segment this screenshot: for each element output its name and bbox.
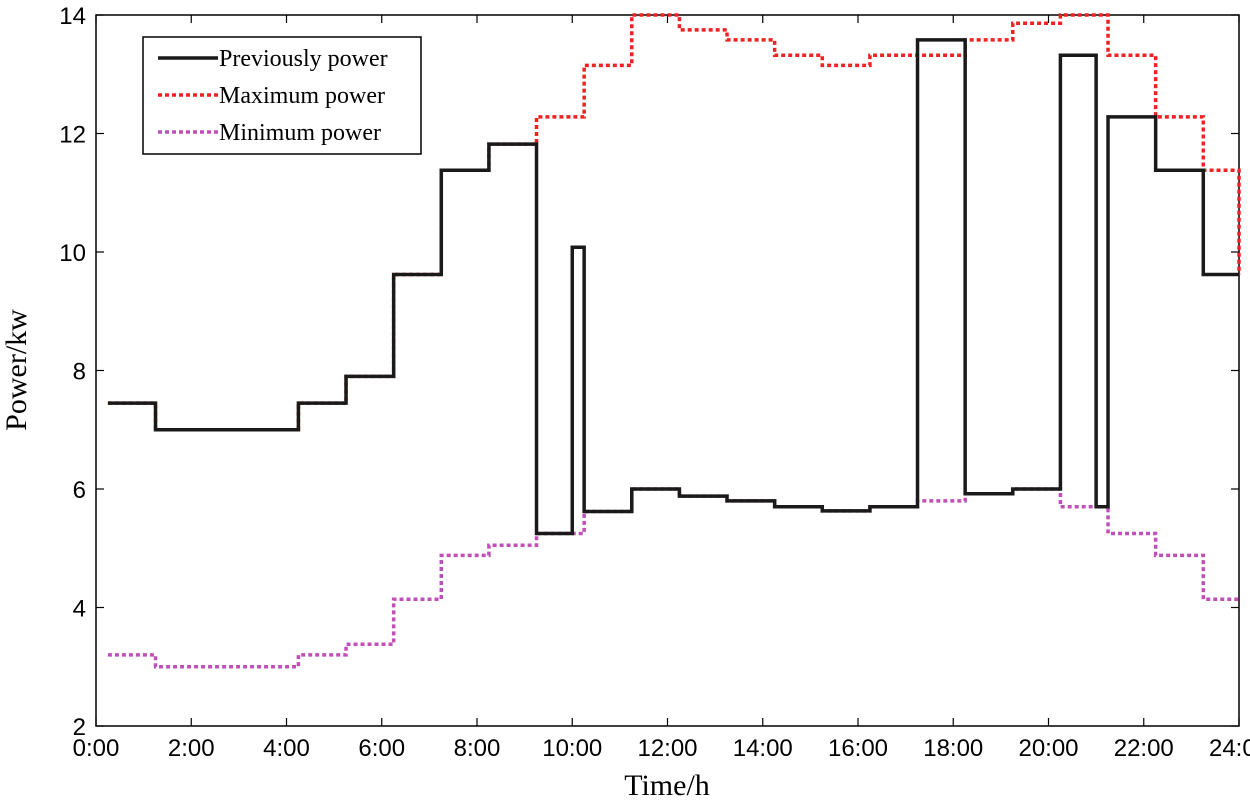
axis-ticks: 0:00 2:00 4:00 6:00 8:00 10:00 12:00 14:00 16:00… bbox=[59, 3, 1250, 762]
x-tick-label: 6:00 bbox=[358, 735, 405, 762]
x-tick-label: 4:00 bbox=[263, 735, 310, 762]
series-line-previously-power bbox=[107, 38, 1239, 536]
x-tick-label: 24:00 bbox=[1209, 735, 1250, 762]
legend-label: Maximum power bbox=[219, 83, 385, 109]
x-tick-label: 2:00 bbox=[168, 735, 215, 762]
x-tick-label: 14:00 bbox=[733, 735, 793, 762]
y-tick-label: 14 bbox=[59, 3, 86, 30]
x-tick-label: 16:00 bbox=[828, 735, 888, 762]
legend: Previously power Maximum power Minimum pow… bbox=[142, 36, 422, 155]
y-tick-label: 4 bbox=[73, 596, 86, 623]
y-tick-label: 10 bbox=[59, 240, 86, 267]
y-tick-label: 2 bbox=[73, 714, 86, 741]
x-tick-label: 10:00 bbox=[542, 735, 602, 762]
series-group bbox=[107, 13, 1241, 669]
series-line-minimum-power bbox=[107, 487, 1239, 669]
legend-label: Minimum power bbox=[219, 120, 381, 146]
x-tick-label: 20:00 bbox=[1018, 735, 1078, 762]
x-axis-label: Time/h bbox=[624, 769, 710, 800]
y-axis-label: Power/kw bbox=[0, 309, 33, 431]
x-tick-label: 0:00 bbox=[73, 735, 120, 762]
y-tick-label: 12 bbox=[59, 122, 86, 149]
x-tick-label: 12:00 bbox=[637, 735, 697, 762]
x-tick-label: 22:00 bbox=[1114, 735, 1174, 762]
x-tick-label: 8:00 bbox=[454, 735, 501, 762]
x-tick-label: 18:00 bbox=[923, 735, 983, 762]
y-tick-label: 8 bbox=[73, 359, 86, 386]
y-tick-label: 6 bbox=[73, 477, 86, 504]
legend-label: Previously power bbox=[219, 46, 388, 72]
